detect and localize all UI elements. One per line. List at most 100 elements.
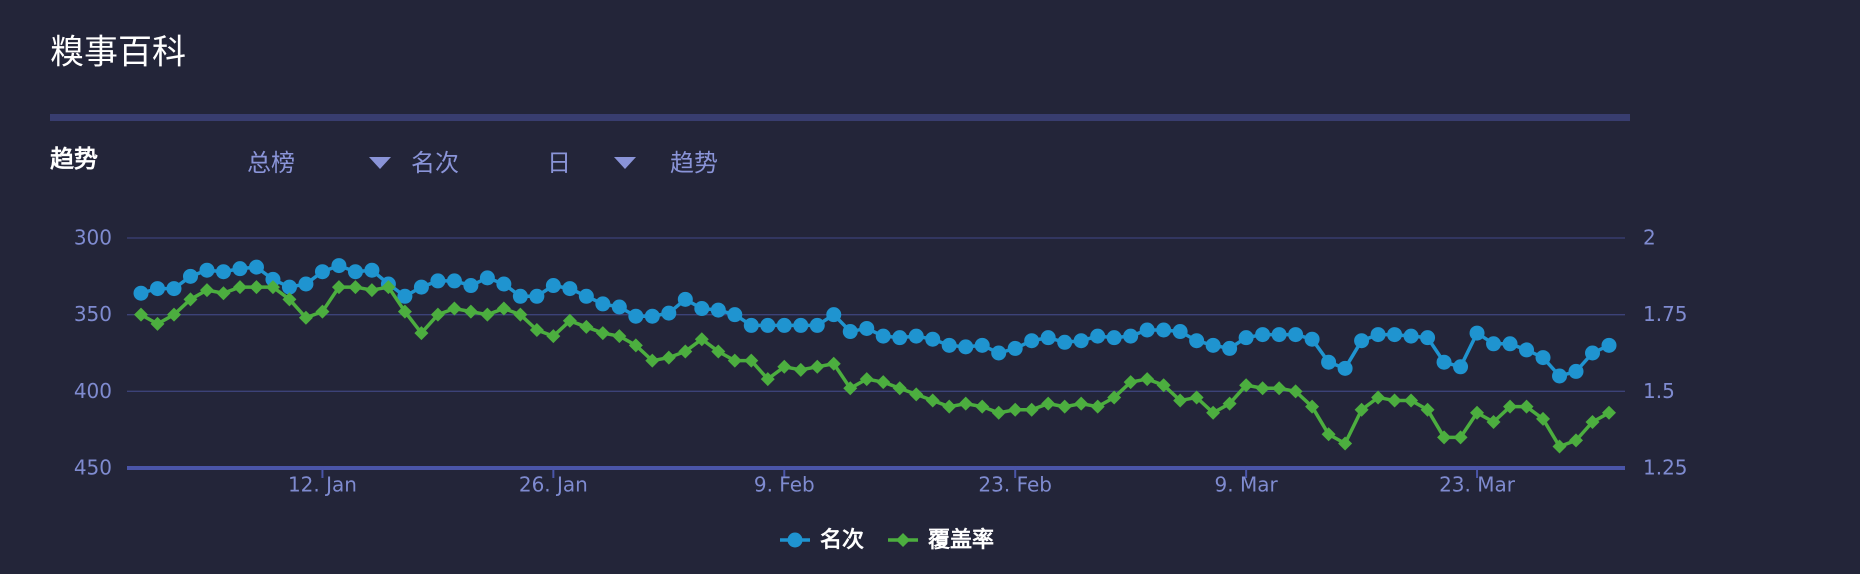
diamond-marker bbox=[150, 316, 165, 331]
circle-marker bbox=[1403, 328, 1419, 344]
circle-marker bbox=[562, 281, 578, 297]
diamond-marker bbox=[496, 301, 511, 316]
dropdown-arrow[interactable] bbox=[369, 157, 391, 169]
circle-marker bbox=[1568, 363, 1584, 379]
diamond-marker bbox=[1057, 399, 1072, 414]
diamond-marker bbox=[661, 350, 676, 365]
circle-marker bbox=[298, 276, 314, 292]
diamond-marker bbox=[1536, 411, 1551, 426]
diamond-marker bbox=[1519, 399, 1534, 414]
diamond-marker bbox=[958, 396, 973, 411]
circle-marker bbox=[265, 271, 281, 287]
diamond-marker bbox=[1123, 375, 1138, 390]
dropdown-arrow[interactable] bbox=[614, 157, 636, 169]
diamond-marker bbox=[298, 310, 313, 325]
diamond-marker bbox=[1437, 430, 1452, 445]
circle-marker bbox=[1354, 333, 1370, 349]
circle-marker bbox=[1222, 340, 1238, 356]
metric-tab[interactable]: 名次 bbox=[411, 149, 459, 177]
diamond-marker bbox=[364, 283, 379, 298]
circle-marker bbox=[281, 279, 297, 295]
diamond-marker bbox=[793, 362, 808, 377]
diamond-marker bbox=[612, 329, 627, 344]
diamond-marker bbox=[1206, 405, 1221, 420]
diamond-marker bbox=[909, 387, 924, 402]
circle-marker bbox=[1585, 345, 1601, 361]
y2-tick-label: 2 bbox=[1643, 226, 1656, 250]
circle-marker bbox=[199, 262, 215, 278]
diamond-marker bbox=[249, 280, 264, 295]
diamond-marker bbox=[513, 307, 528, 322]
circle-marker bbox=[875, 328, 891, 344]
circle-marker bbox=[364, 262, 380, 278]
circle-marker bbox=[628, 308, 644, 324]
circle-marker bbox=[1090, 328, 1106, 344]
dropdown-period[interactable]: 日 bbox=[547, 149, 571, 177]
diamond-marker bbox=[826, 356, 841, 371]
diamond-marker bbox=[447, 301, 462, 316]
circle-marker bbox=[1519, 342, 1535, 358]
circle-marker bbox=[397, 288, 413, 304]
diamond-marker bbox=[645, 353, 660, 368]
diamond-marker bbox=[232, 280, 247, 295]
diamond-marker bbox=[166, 307, 181, 322]
circle-marker bbox=[1205, 337, 1221, 353]
legend-label[interactable]: 覆盖率 bbox=[927, 527, 994, 553]
circle-marker bbox=[314, 264, 330, 280]
diamond-marker bbox=[1371, 390, 1386, 405]
diamond-marker bbox=[777, 359, 792, 374]
x-tick-label: 9. Mar bbox=[1215, 473, 1279, 497]
x-tick-label: 26. Jan bbox=[519, 473, 588, 497]
circle-marker bbox=[1106, 330, 1122, 346]
circle-marker bbox=[1321, 354, 1337, 370]
circle-marker bbox=[1502, 336, 1518, 352]
diamond-marker bbox=[1272, 381, 1287, 396]
circle-marker bbox=[1172, 324, 1188, 340]
circle-marker bbox=[1304, 331, 1320, 347]
circle-marker bbox=[413, 279, 429, 295]
diamond-marker bbox=[414, 326, 429, 341]
diamond-marker bbox=[1239, 378, 1254, 393]
diamond-marker bbox=[216, 286, 231, 301]
circle-marker bbox=[1123, 328, 1139, 344]
diamond-marker bbox=[595, 326, 610, 341]
circle-marker bbox=[1189, 333, 1205, 349]
diamond-marker bbox=[678, 344, 693, 359]
circle-marker bbox=[1535, 350, 1551, 366]
diamond-marker bbox=[134, 307, 148, 322]
circle-marker bbox=[1601, 337, 1617, 353]
diamond-marker bbox=[744, 353, 759, 368]
circle-marker bbox=[347, 264, 363, 280]
diamond-marker bbox=[348, 280, 363, 295]
circle-marker bbox=[545, 278, 561, 294]
circle-marker bbox=[743, 317, 759, 333]
diamond-marker bbox=[925, 393, 940, 408]
diamond-marker bbox=[529, 323, 544, 337]
diamond-marker bbox=[760, 372, 775, 387]
circle-marker bbox=[430, 273, 446, 289]
circle-marker bbox=[1486, 336, 1502, 352]
circle-marker bbox=[1057, 334, 1073, 350]
circle-marker bbox=[859, 320, 875, 336]
diamond-marker bbox=[480, 307, 495, 322]
circle-marker bbox=[248, 259, 264, 275]
diamond-marker bbox=[1140, 372, 1155, 387]
circle-marker bbox=[1007, 340, 1023, 356]
circle-marker bbox=[809, 317, 825, 333]
y2-tick-label: 1.5 bbox=[1643, 379, 1675, 403]
y-tick-label: 400 bbox=[74, 379, 112, 403]
y2-tick-label: 1.25 bbox=[1643, 456, 1688, 480]
circle-marker bbox=[512, 288, 528, 304]
diamond-marker bbox=[991, 405, 1006, 420]
circle-marker bbox=[1436, 354, 1452, 370]
y-tick-label: 300 bbox=[74, 226, 112, 250]
legend-label[interactable]: 名次 bbox=[820, 527, 864, 553]
diamond-marker bbox=[1404, 393, 1419, 408]
diamond-marker bbox=[628, 338, 643, 353]
trend-tab[interactable]: 趋势 bbox=[670, 149, 718, 177]
circle-marker bbox=[1453, 359, 1469, 375]
diamond-marker bbox=[1074, 396, 1089, 411]
divider bbox=[50, 114, 1630, 121]
dropdown-board[interactable]: 总榜 bbox=[247, 149, 295, 177]
